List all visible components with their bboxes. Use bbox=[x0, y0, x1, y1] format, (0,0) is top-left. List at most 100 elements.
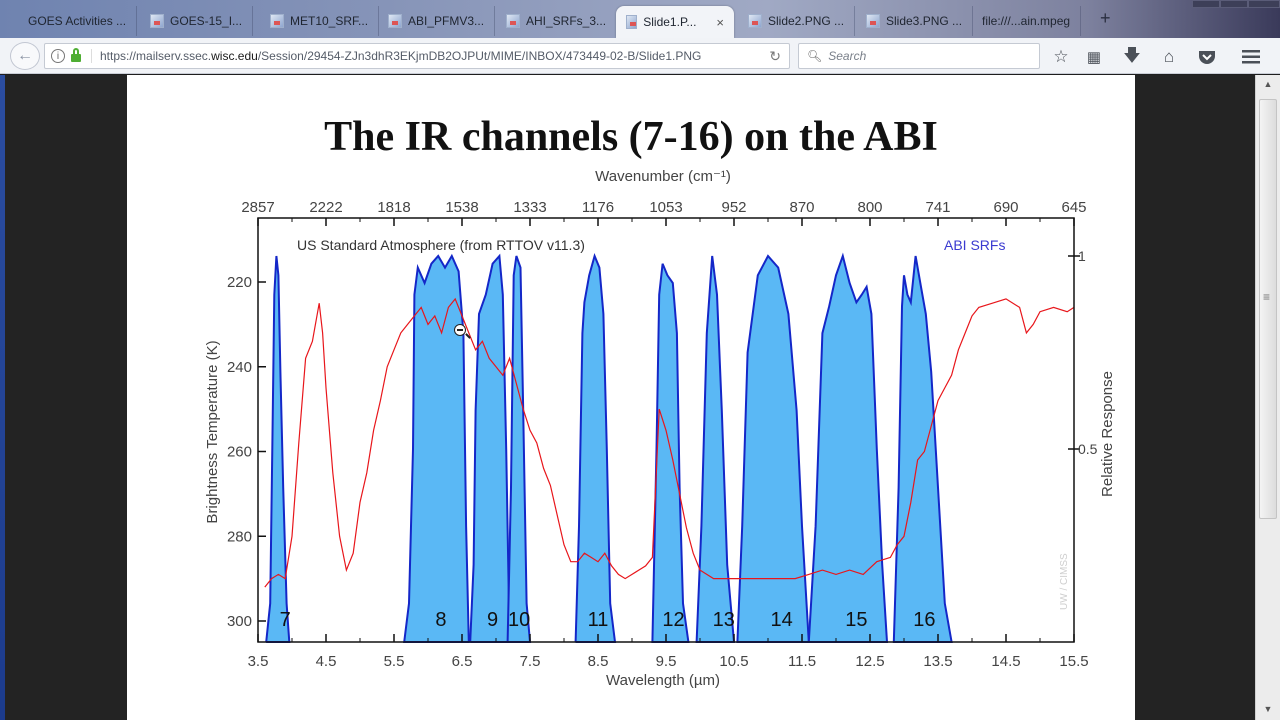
tab-label: GOES Activities ... bbox=[28, 14, 127, 28]
image-file-icon bbox=[626, 15, 638, 29]
scroll-up-arrow-icon[interactable]: ▲ bbox=[1263, 79, 1273, 89]
x2-tick-label: 2857 bbox=[241, 199, 274, 216]
band-label: 13 bbox=[713, 609, 735, 631]
credit-label: UW / CIMSS bbox=[1059, 553, 1070, 610]
reading-list-icon[interactable]: ▦ bbox=[1086, 49, 1102, 66]
pocket-icon[interactable] bbox=[1196, 46, 1218, 68]
tab-met10-srf[interactable]: MET10_SRF... bbox=[260, 6, 380, 36]
x-tick-label: 6.5 bbox=[452, 653, 473, 670]
x2-tick-label: 870 bbox=[789, 199, 814, 216]
srf-band-14 bbox=[736, 254, 810, 643]
search-icon: 🔍︎ bbox=[807, 49, 823, 63]
x2-tick-label: 1333 bbox=[513, 199, 546, 216]
x-tick-label: 4.5 bbox=[316, 653, 337, 670]
srf-band-9 bbox=[469, 253, 511, 643]
tab-label: AHI_SRFs_3... bbox=[526, 14, 607, 28]
tab-ahi-srfs[interactable]: AHI_SRFs_3... bbox=[496, 6, 616, 36]
srf-legend-label: ABI SRFs bbox=[944, 237, 1005, 253]
x-tick-label: 5.5 bbox=[384, 653, 405, 670]
srf-band-13 bbox=[695, 255, 736, 643]
srf-band-8 bbox=[403, 253, 470, 643]
srf-band-16 bbox=[892, 255, 953, 643]
band-label: 7 bbox=[280, 609, 291, 631]
srf-band-7 bbox=[265, 255, 291, 643]
srf-band-15 bbox=[807, 252, 889, 643]
image-viewer bbox=[127, 75, 1135, 720]
page-background-left bbox=[0, 75, 127, 720]
tab-slide1[interactable]: Slide1.P... × bbox=[616, 6, 734, 38]
zoom-out-cursor-icon bbox=[454, 324, 466, 336]
x2-tick-label: 1053 bbox=[649, 199, 682, 216]
reload-icon[interactable]: ↻ bbox=[769, 47, 781, 64]
axes: 3.5 4.5 5.5 6.5 7.5 8.5 9.5 10.5 11.5 12.5 13.5 14.… bbox=[227, 199, 1098, 670]
new-tab-button[interactable]: + bbox=[1100, 8, 1111, 28]
srf-band-11 bbox=[574, 252, 617, 643]
tab-label: MET10_SRF... bbox=[290, 14, 369, 28]
atmosphere-label: US Standard Atmosphere (from RTTOV v11.3… bbox=[297, 237, 585, 253]
tab-slide2[interactable]: Slide2.PNG ... bbox=[738, 6, 856, 36]
close-tab-icon[interactable]: × bbox=[716, 14, 724, 30]
back-button[interactable]: ← bbox=[10, 42, 40, 70]
image-file-icon bbox=[866, 14, 880, 28]
brightness-temperature-line bbox=[264, 297, 1075, 588]
x2-tick-label: 1818 bbox=[377, 199, 410, 216]
menu-icon[interactable] bbox=[1240, 46, 1262, 68]
y-axis-label: Brightness Temperature (K) bbox=[204, 340, 221, 523]
download-icon[interactable]: 🡇 bbox=[1123, 45, 1141, 65]
url-path: /Session/29454-ZJn3dhR3EKjmDB2OJPUt/MIME… bbox=[257, 49, 702, 63]
band-label: 16 bbox=[913, 609, 935, 631]
x-tick-label: 14.5 bbox=[991, 653, 1020, 670]
tab-label: Slide3.PNG ... bbox=[886, 14, 963, 28]
image-file-icon bbox=[270, 14, 284, 28]
tab-goes-activities[interactable]: GOES Activities ... bbox=[18, 6, 138, 36]
band-label: 14 bbox=[770, 609, 792, 631]
tab-label: GOES-15_I... bbox=[170, 14, 243, 28]
x-tick-label: 8.5 bbox=[588, 653, 609, 670]
x-tick-label: 10.5 bbox=[719, 653, 748, 670]
x2-axis-label: Wavenumber (cm⁻¹) bbox=[595, 168, 731, 185]
tab-label: Slide2.PNG ... bbox=[768, 14, 845, 28]
band-label: 10 bbox=[508, 609, 530, 631]
image-file-icon bbox=[748, 14, 762, 28]
vertical-scrollbar[interactable]: ▲ ▼ bbox=[1255, 75, 1280, 720]
band-label: 11 bbox=[588, 609, 609, 631]
page-background-right bbox=[1135, 75, 1255, 720]
tab-label: Slide1.P... bbox=[643, 15, 697, 29]
url-bar[interactable]: i https://mailserv.ssec.wisc.edu/Session… bbox=[44, 43, 790, 69]
image-file-icon bbox=[388, 14, 402, 28]
band-label: 8 bbox=[435, 609, 446, 631]
x2-tick-label: 800 bbox=[857, 199, 882, 216]
search-input[interactable]: 🔍︎ Search bbox=[798, 43, 1040, 69]
info-icon[interactable]: i bbox=[51, 49, 65, 63]
tab-goes15[interactable]: GOES-15_I... bbox=[140, 6, 254, 36]
y2-axis-label: Relative Response bbox=[1099, 371, 1116, 497]
tab-mpeg-file[interactable]: file:///...ain.mpeg bbox=[972, 6, 1082, 36]
x2-tick-label: 1176 bbox=[582, 199, 614, 216]
y-tick-label: 280 bbox=[227, 528, 252, 545]
x-tick-label: 11.5 bbox=[788, 653, 816, 670]
y-tick-label: 220 bbox=[227, 274, 252, 291]
x2-tick-label: 741 bbox=[925, 199, 950, 216]
arrow-left-icon: ← bbox=[17, 47, 33, 64]
minimize-button[interactable] bbox=[1192, 0, 1220, 8]
tab-abi-pfmv3[interactable]: ABI_PFMV3... bbox=[378, 6, 496, 36]
search-placeholder: Search bbox=[828, 49, 867, 63]
x2-tick-label: 1538 bbox=[445, 199, 478, 216]
tab-slide3[interactable]: Slide3.PNG ... bbox=[856, 6, 974, 36]
maximize-button[interactable] bbox=[1220, 0, 1248, 8]
navigation-toolbar: ← i https://mailserv.ssec.wisc.edu/Sessi… bbox=[0, 38, 1280, 74]
srf-bands bbox=[265, 252, 953, 643]
star-icon[interactable]: ☆ bbox=[1053, 47, 1069, 66]
image-file-icon bbox=[506, 14, 520, 28]
srf-band-10 bbox=[506, 255, 532, 643]
slide-title: The IR channels (7-16) on the ABI bbox=[324, 114, 938, 160]
scroll-down-arrow-icon[interactable]: ▼ bbox=[1263, 704, 1273, 714]
home-icon[interactable]: ⌂ bbox=[1163, 47, 1175, 66]
y-tick-label: 300 bbox=[227, 613, 252, 630]
url-text[interactable]: https://mailserv.ssec.wisc.edu/Session/2… bbox=[91, 49, 701, 63]
url-prefix: https://mailserv.ssec. bbox=[100, 49, 212, 63]
x-axis-label: Wavelength (µm) bbox=[606, 672, 720, 689]
scrollbar-thumb[interactable] bbox=[1259, 99, 1277, 519]
x2-tick-label: 690 bbox=[993, 199, 1018, 216]
